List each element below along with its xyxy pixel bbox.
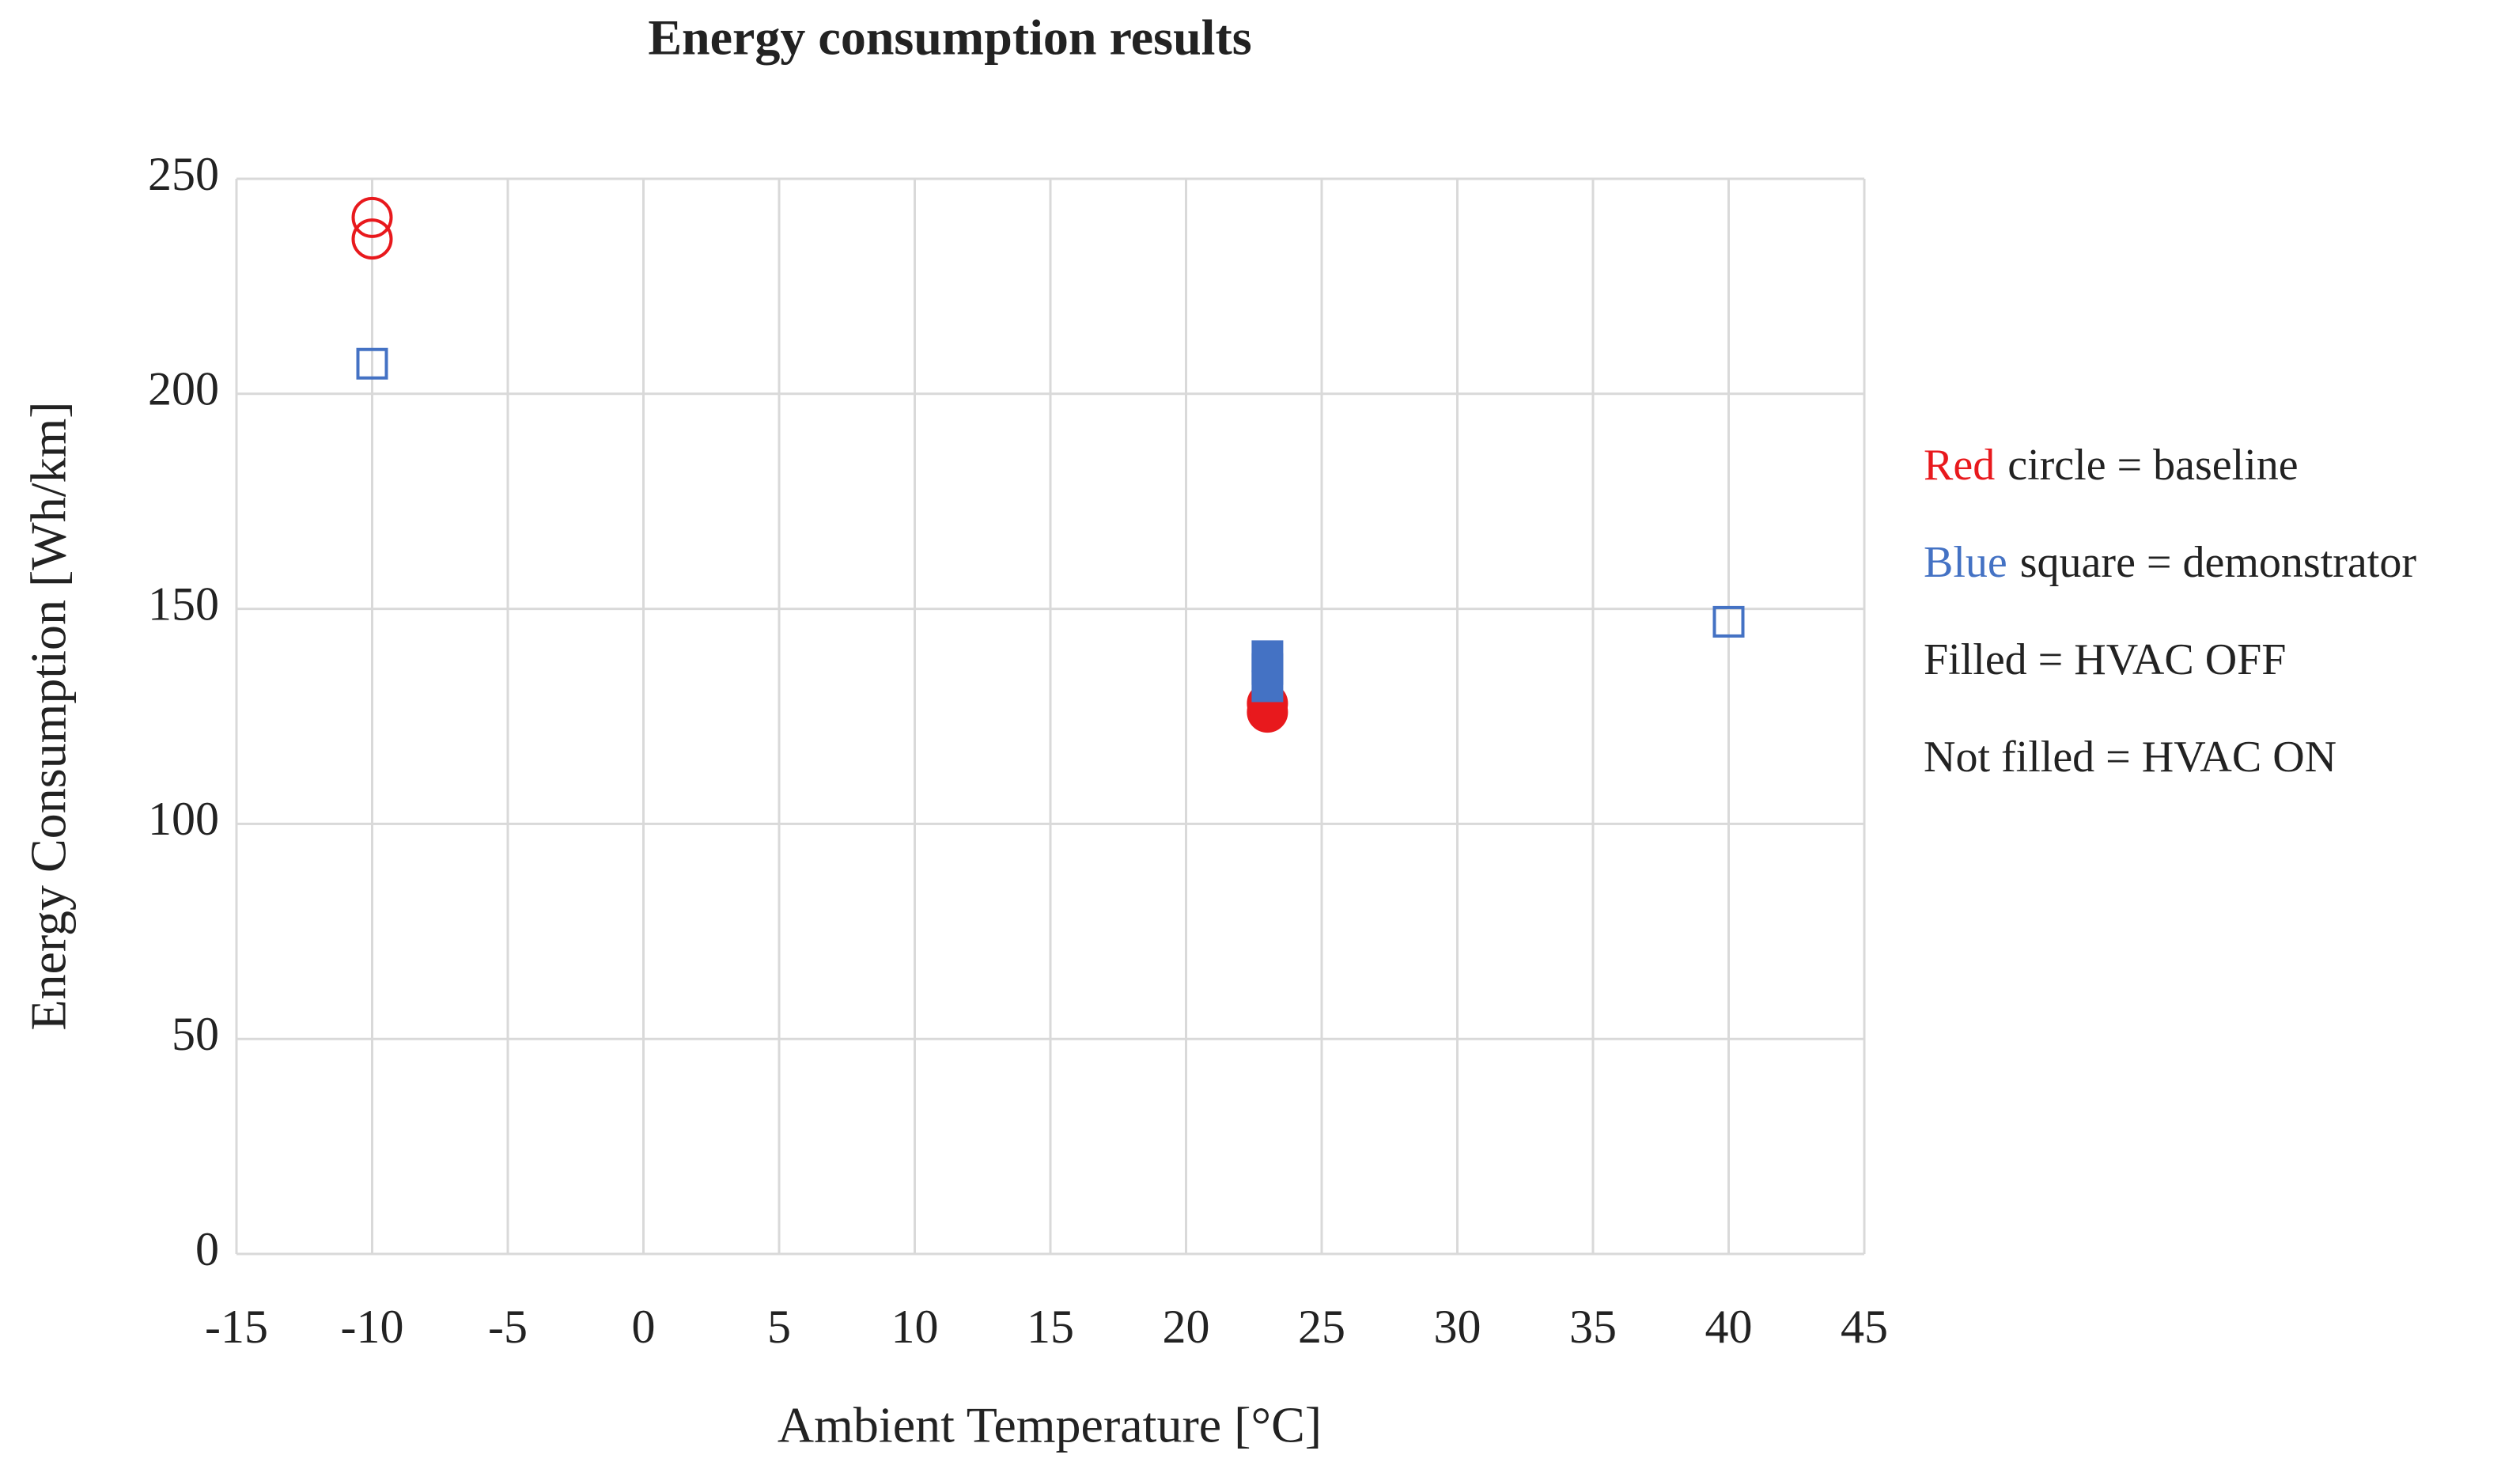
y-tick-label: 50 — [172, 1008, 219, 1060]
x-tick-label: -10 — [341, 1301, 404, 1353]
x-tick-label: 45 — [1841, 1301, 1888, 1353]
point — [1712, 605, 1745, 638]
note-part: Not filled = HVAC ON — [1924, 733, 2336, 782]
point — [1251, 670, 1284, 703]
note: Filled = HVAC OFF — [1924, 635, 2286, 684]
x-tick-label: 35 — [1569, 1301, 1617, 1353]
note: Red circle = baseline — [1924, 441, 2299, 490]
y-tick-label: 0 — [195, 1223, 219, 1275]
x-tick-label: 20 — [1163, 1301, 1210, 1353]
x-tick-label: 0 — [632, 1301, 656, 1353]
point — [356, 347, 388, 380]
note: Not filled = HVAC ON — [1924, 733, 2336, 782]
note-part: Blue — [1924, 538, 2007, 587]
chart-title: Energy consumption results — [648, 9, 1251, 66]
y-axis-label: Energy Consumption [Wh/km] — [21, 401, 77, 1030]
x-tick-label: 5 — [767, 1301, 791, 1353]
note: Blue square = demonstrator — [1924, 538, 2416, 587]
y-tick-label: 100 — [148, 793, 219, 845]
point — [351, 218, 393, 260]
x-tick-label: 40 — [1705, 1301, 1753, 1353]
note-part: Filled = HVAC OFF — [1924, 635, 2286, 684]
x-tick-label: -15 — [205, 1301, 268, 1353]
note-part: Red — [1924, 441, 1995, 490]
y-tick-label: 200 — [148, 363, 219, 415]
x-tick-label: 25 — [1298, 1301, 1345, 1353]
x-tick-label: -5 — [488, 1301, 528, 1353]
note-part: circle = baseline — [2007, 441, 2298, 490]
y-tick-label: 150 — [148, 578, 219, 630]
x-axis-label: Ambient Temperature [°C] — [778, 1397, 1322, 1453]
x-tick-label: 30 — [1434, 1301, 1481, 1353]
note-part: square = demonstrator — [2020, 538, 2417, 587]
x-tick-label: 15 — [1027, 1301, 1074, 1353]
point — [351, 196, 393, 238]
x-tick-label: 10 — [891, 1301, 939, 1353]
y-tick-label: 250 — [148, 148, 219, 200]
